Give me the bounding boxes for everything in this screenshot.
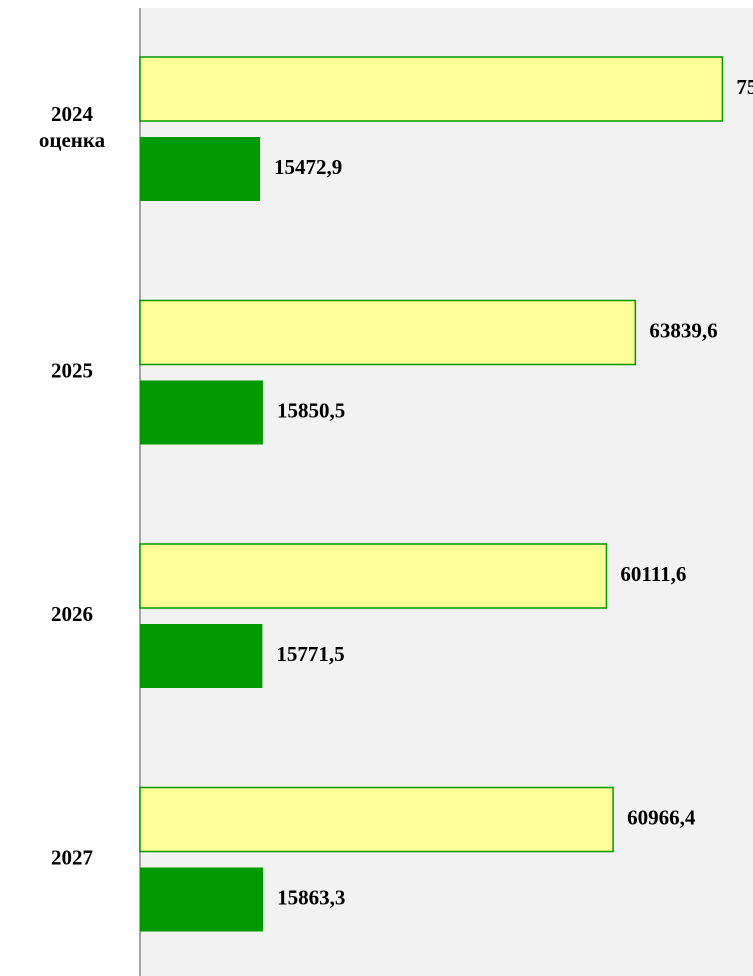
value-label: 75060,0	[736, 75, 753, 99]
category-label: 2024 оценка	[39, 102, 106, 152]
bar	[140, 624, 263, 688]
category-label: 2026	[51, 602, 93, 626]
bar	[139, 543, 608, 609]
value-label: 15863,3	[277, 885, 345, 909]
value-label: 15850,5	[277, 398, 345, 422]
value-label: 15472,9	[274, 155, 342, 179]
category-label: 2025	[51, 358, 93, 382]
bar	[140, 137, 261, 201]
value-label: 63839,6	[649, 318, 717, 342]
value-label: 15771,5	[276, 642, 344, 666]
category-label-line: 2024	[51, 102, 94, 126]
bar	[139, 299, 637, 366]
value-label: 60966,4	[627, 805, 696, 829]
bar	[139, 56, 724, 122]
category-label-line: оценка	[39, 128, 106, 152]
bar	[139, 786, 614, 853]
bar	[140, 867, 264, 932]
bar	[140, 380, 263, 445]
category-label: 2027	[51, 845, 93, 869]
value-label: 60111,6	[620, 562, 686, 586]
